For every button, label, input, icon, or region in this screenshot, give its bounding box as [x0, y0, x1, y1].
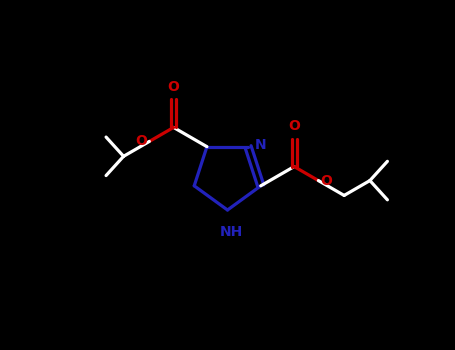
- Text: O: O: [136, 134, 147, 148]
- Text: NH: NH: [219, 225, 243, 239]
- Text: N: N: [254, 138, 266, 152]
- Text: O: O: [288, 119, 300, 133]
- Text: O: O: [320, 174, 332, 188]
- Text: O: O: [167, 80, 180, 94]
